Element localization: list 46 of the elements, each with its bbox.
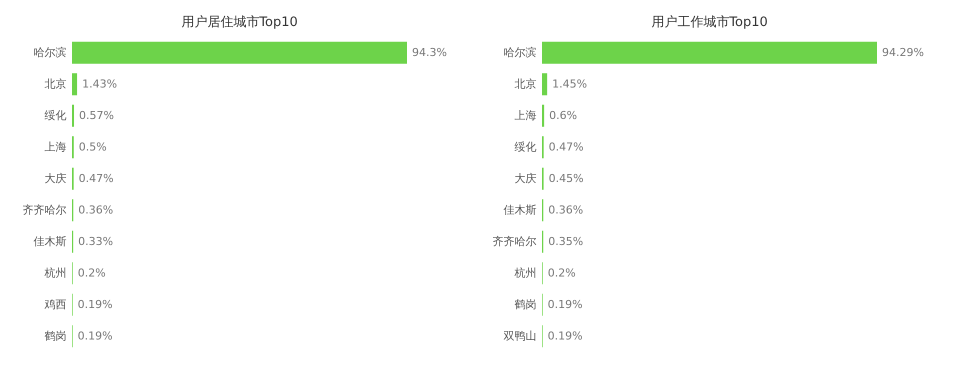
data-label: 0.35% bbox=[548, 234, 584, 248]
bar bbox=[542, 42, 877, 64]
y-tick-label: 佳木斯 bbox=[504, 203, 536, 216]
data-label: 94.3% bbox=[412, 46, 447, 59]
y-tick-label: 大庆 bbox=[514, 172, 536, 185]
data-label: 0.19% bbox=[78, 298, 113, 311]
y-tick-label: 北京 bbox=[514, 77, 536, 90]
data-label: 1.43% bbox=[82, 77, 118, 90]
y-tick-label: 齐齐哈尔 bbox=[22, 203, 66, 216]
y-tick-label: 鸡西 bbox=[44, 298, 66, 311]
data-label: 0.57% bbox=[79, 108, 114, 122]
y-tick-label: 哈尔滨 bbox=[34, 46, 66, 59]
y-tick-label: 绥化 bbox=[514, 140, 536, 154]
data-label: 0.36% bbox=[78, 203, 114, 216]
data-label: 0.19% bbox=[548, 329, 583, 342]
bar bbox=[72, 73, 78, 96]
y-tick-label: 哈尔滨 bbox=[504, 46, 536, 59]
data-label: 0.47% bbox=[548, 140, 584, 154]
data-label: 0.2% bbox=[548, 266, 576, 280]
data-label: 0.19% bbox=[548, 298, 583, 311]
y-tick-label: 鹤岗 bbox=[44, 329, 66, 342]
y-tick-label: 佳木斯 bbox=[34, 234, 66, 248]
y-tick-label: 绥化 bbox=[44, 108, 66, 122]
y-tick-label: 双鸭山 bbox=[504, 329, 536, 342]
data-label: 0.5% bbox=[78, 140, 107, 154]
data-label: 1.45% bbox=[552, 77, 588, 90]
data-label: 0.6% bbox=[549, 108, 578, 122]
chart-title: 用户居住城市Top10 bbox=[181, 15, 298, 30]
y-tick-label: 北京 bbox=[44, 77, 66, 90]
y-tick-label: 大庆 bbox=[44, 172, 66, 185]
y-tick-label: 上海 bbox=[514, 108, 536, 122]
bar bbox=[72, 42, 407, 64]
data-label: 0.2% bbox=[78, 266, 106, 280]
data-label: 0.36% bbox=[548, 203, 584, 216]
chart-title: 用户工作城市Top10 bbox=[651, 15, 768, 30]
data-label: 94.29% bbox=[882, 46, 924, 59]
y-tick-label: 杭州 bbox=[44, 266, 66, 280]
y-tick-label: 杭州 bbox=[514, 266, 536, 280]
data-label: 0.45% bbox=[548, 172, 584, 185]
data-label: 0.47% bbox=[78, 172, 114, 185]
y-tick-label: 齐齐哈尔 bbox=[492, 234, 536, 248]
y-tick-label: 鹤岗 bbox=[514, 298, 536, 311]
data-label: 0.19% bbox=[78, 329, 113, 342]
bar bbox=[542, 73, 548, 96]
data-label: 0.33% bbox=[78, 234, 114, 248]
y-tick-label: 上海 bbox=[44, 140, 66, 154]
